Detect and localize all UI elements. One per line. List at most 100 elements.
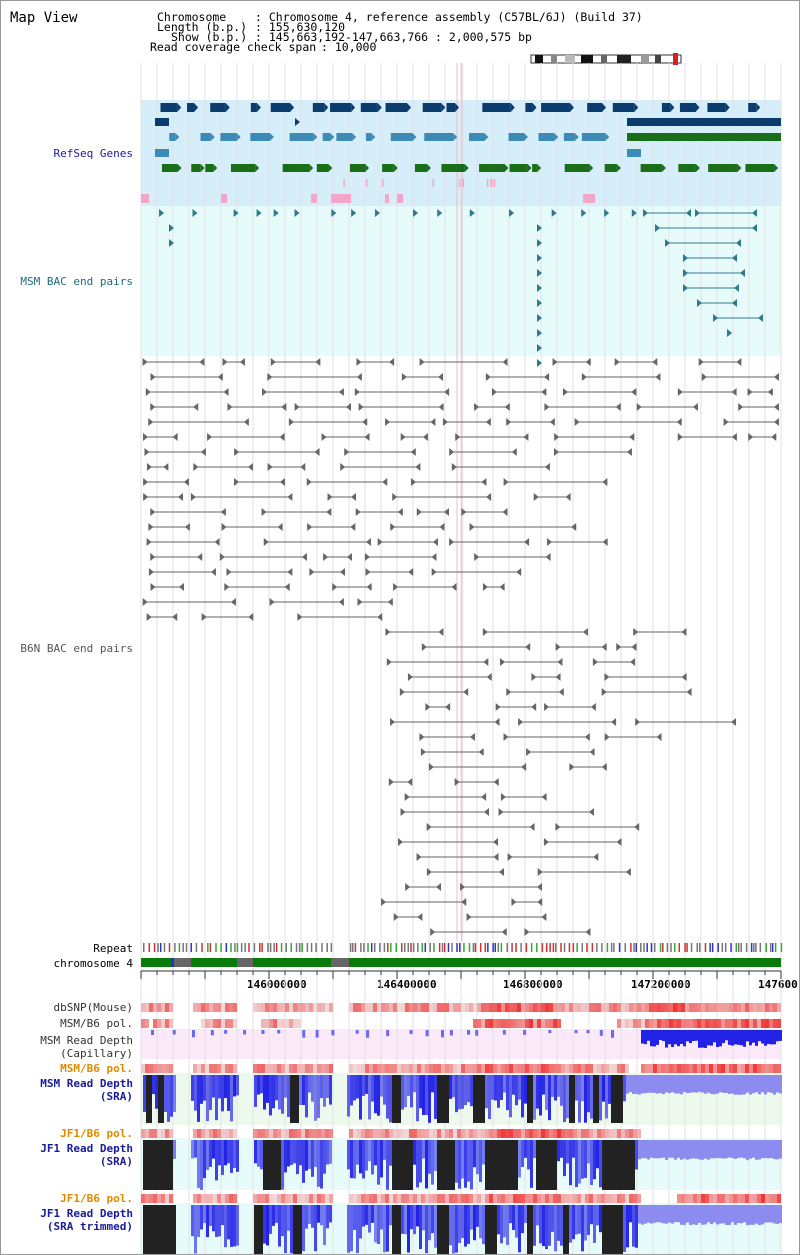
- repeat-feature: [220, 943, 222, 952]
- depth-bar: [494, 1075, 497, 1101]
- heat-cell: [445, 1129, 449, 1138]
- depth-bar: [449, 1140, 452, 1190]
- b6n-bac-end: [404, 793, 410, 801]
- b6n-bac-end: [364, 433, 370, 441]
- msm-bac-end: [683, 254, 688, 262]
- track-label-jf1-depth-sra-1[interactable]: JF1 Read Depth: [40, 1142, 133, 1155]
- depth-bar: [593, 1075, 596, 1123]
- b6n-bac-end: [143, 433, 149, 441]
- heat-cell: [709, 1003, 713, 1012]
- depth-bar: [275, 1140, 278, 1190]
- repeat-feature: [755, 943, 757, 952]
- depth-bar: [323, 1140, 326, 1174]
- depth-bar: [386, 1030, 390, 1037]
- track-label-msm-b6-pol-2[interactable]: MSM/B6 pol.: [60, 1062, 133, 1075]
- heat-cell: [617, 1194, 621, 1203]
- b6n-bac-end: [306, 478, 312, 486]
- depth-bar: [323, 1075, 326, 1107]
- heat-cell: [773, 1064, 777, 1073]
- heat-cell: [773, 1194, 777, 1203]
- depth-bar: [653, 1030, 656, 1047]
- b6n-bac-end: [399, 688, 405, 696]
- depth-bar: [728, 1075, 731, 1094]
- repeat-feature: [248, 943, 250, 952]
- depth-bar: [701, 1030, 704, 1048]
- track-label-chromosome[interactable]: chromosome 4: [53, 957, 133, 970]
- heat-cell: [741, 1003, 745, 1012]
- track-label-msm-depth-cap-1[interactable]: MSM Read Depth: [40, 1034, 133, 1047]
- depth-bar: [659, 1030, 662, 1041]
- depth-bar: [578, 1075, 581, 1123]
- repeat-feature: [367, 943, 369, 952]
- depth-bar: [533, 1140, 536, 1159]
- depth-bar: [653, 1140, 656, 1159]
- repeat-feature: [298, 943, 301, 952]
- depth-bar: [212, 1140, 215, 1159]
- depth-bar: [608, 1140, 611, 1190]
- depth-bar: [506, 1205, 509, 1245]
- track-label-msm-depth-sra-1[interactable]: MSM Read Depth: [40, 1077, 133, 1090]
- heat-cell: [705, 1194, 709, 1203]
- track-label-jf1-b6-pol-2[interactable]: JF1/B6 pol.: [60, 1192, 133, 1205]
- b6n-bac-end: [493, 778, 499, 786]
- heat-cell: [729, 1064, 733, 1073]
- heat-cell: [765, 1003, 769, 1012]
- gene-feature: [563, 133, 575, 141]
- repeat-feature: [315, 943, 317, 952]
- repeat-feature: [591, 943, 594, 952]
- depth-bar: [752, 1075, 755, 1094]
- depth-bar: [626, 1205, 629, 1248]
- depth-bar: [452, 1140, 455, 1190]
- heat-cell: [577, 1003, 581, 1012]
- depth-bar: [761, 1140, 764, 1159]
- heat-cell: [353, 1064, 357, 1073]
- depth-bar: [659, 1140, 662, 1159]
- msm-bac-end: [469, 209, 475, 217]
- heat-cell: [697, 1194, 701, 1203]
- depth-bar: [653, 1075, 656, 1093]
- b6n-bac-end: [569, 763, 575, 771]
- b6n-bac-end: [389, 358, 395, 366]
- heat-cell: [481, 1003, 485, 1012]
- heat-cell: [473, 1129, 477, 1138]
- depth-bar: [554, 1140, 557, 1190]
- depth-bar: [365, 1140, 368, 1171]
- msm-bac-end: [537, 239, 542, 247]
- repeat-feature: [545, 943, 548, 952]
- heat-cell: [233, 1003, 237, 1012]
- depth-bar: [599, 1075, 602, 1121]
- heat-cell: [289, 1003, 293, 1012]
- heat-cell: [485, 1019, 489, 1028]
- depth-bar: [443, 1140, 446, 1190]
- depth-bar: [416, 1140, 419, 1188]
- depth-bar: [475, 1030, 479, 1036]
- track-label-msm-b6-pol-1[interactable]: MSM/B6 pol.: [60, 1017, 133, 1030]
- track-label-refseq[interactable]: RefSeq Genes: [53, 147, 133, 160]
- heat-cell: [169, 1129, 173, 1138]
- heat-cell: [501, 1064, 505, 1073]
- b6n-bac-end: [493, 838, 499, 846]
- depth-bar: [410, 1075, 413, 1108]
- depth-bar: [170, 1075, 173, 1117]
- depth-bar: [596, 1140, 599, 1169]
- track-label-b6n-bac[interactable]: B6N BAC end pairs: [20, 642, 133, 655]
- repeat-feature: [740, 943, 742, 952]
- b6n-bac-end: [547, 538, 553, 546]
- gene-arrow: [256, 103, 261, 112]
- track-label-msm-bac[interactable]: MSM BAC end pairs: [20, 275, 133, 288]
- chromosome-ideogram[interactable]: [529, 53, 685, 67]
- track-label-dbsnp[interactable]: dbSNP(Mouse): [53, 1001, 133, 1014]
- heat-cell: [409, 1194, 413, 1203]
- b6n-bac-end: [449, 448, 455, 456]
- track-label-jf1-b6-pol-1[interactable]: JF1/B6 pol.: [60, 1127, 133, 1140]
- heat-cell: [209, 1064, 213, 1073]
- heat-cell: [677, 1003, 681, 1012]
- track-label-repeat[interactable]: Repeat: [93, 942, 133, 955]
- depth-bar: [371, 1205, 374, 1223]
- b6n-bac-end: [558, 688, 564, 696]
- track-label-jf1-depth-trim-1[interactable]: JF1 Read Depth: [40, 1207, 133, 1220]
- b6n-bac-end: [172, 613, 178, 621]
- b6n-bac-end: [224, 583, 230, 591]
- b6n-bac-end: [544, 373, 550, 381]
